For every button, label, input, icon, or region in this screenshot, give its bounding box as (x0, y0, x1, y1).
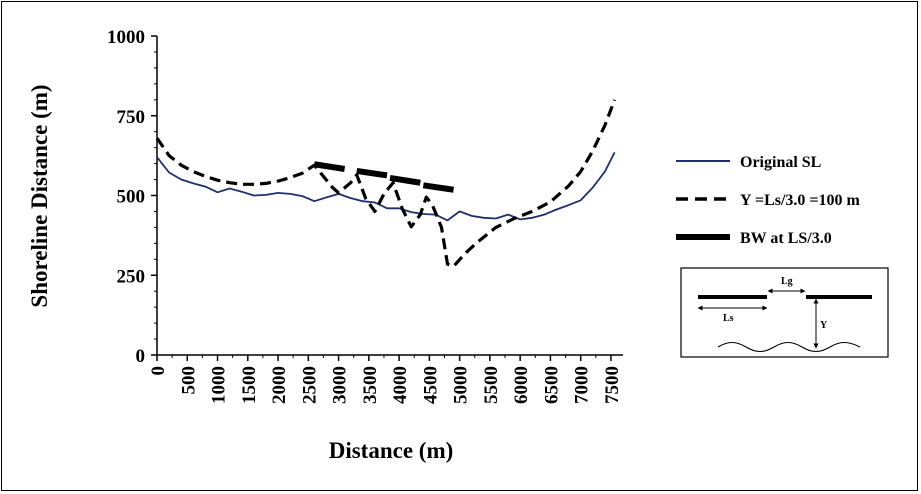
y-axis-title: Shoreline Distance (m) (27, 84, 52, 307)
inset-label-ls: Ls (723, 313, 734, 324)
x-tick-label: 4500 (420, 366, 441, 404)
y-tick-label: 750 (117, 107, 146, 128)
breakwater-segment (313, 161, 346, 172)
x-tick-label: 2500 (299, 366, 320, 404)
series-line-dashed-shoreline (155, 99, 617, 268)
x-tick-label: 2000 (269, 366, 290, 404)
x-tick-label: 7500 (602, 366, 623, 404)
inset-label-lg: Lg (781, 276, 793, 287)
x-tick-label: 6000 (511, 366, 532, 404)
x-tick-label: 0 (148, 366, 169, 376)
x-axis-title: Distance (m) (329, 438, 454, 463)
legend: Original SL Y =Ls/3.0 =100 m BW at LS/3.… (676, 154, 861, 247)
legend-label-dashed: Y =Ls/3.0 =100 m (740, 192, 861, 209)
x-tick-label: 1500 (239, 366, 260, 404)
inset-box (680, 267, 889, 358)
breakwater-schematic-inset: Lg Ls Y (680, 267, 889, 358)
series-line-original-sl (156, 151, 616, 222)
x-tick-label: 5000 (451, 366, 472, 404)
x-tick-label: 4000 (390, 366, 411, 404)
x-tick-label: 7000 (572, 366, 593, 404)
inset-shoreline-wave (717, 341, 861, 353)
x-tick-label: 1000 (209, 366, 230, 404)
inset-label-y: Y (820, 320, 828, 331)
plot-area (155, 99, 617, 268)
y-tick-label: 500 (117, 187, 146, 208)
y-tick-label: 0 (136, 346, 146, 367)
breakwater-segment (389, 174, 421, 186)
x-tick-label: 500 (178, 366, 199, 395)
y-tick-label: 250 (117, 266, 146, 287)
breakwater-segment (356, 167, 388, 179)
x-tick-label: 6500 (541, 366, 562, 404)
x-tick-label: 3500 (360, 366, 381, 404)
breakwater-segment (422, 182, 455, 193)
y-tick-label: 1000 (107, 27, 145, 48)
axes: 0 250 500 750 1000 0 500 1000 1500 2000 2500 3000 35… (107, 27, 623, 404)
legend-label-breakwater: BW at LS/3.0 (740, 230, 832, 247)
legend-label-original-sl: Original SL (740, 154, 821, 171)
x-tick-label: 5500 (481, 366, 502, 404)
x-tick-label: 3000 (330, 366, 351, 404)
